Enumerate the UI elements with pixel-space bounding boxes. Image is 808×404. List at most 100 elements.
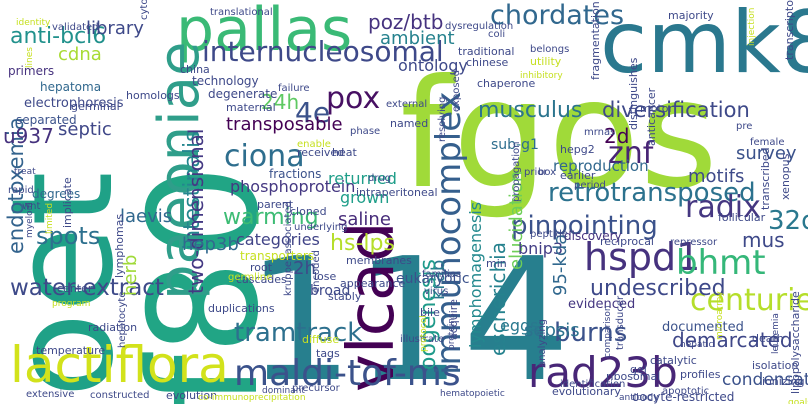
word-homologs: homologs bbox=[126, 89, 180, 102]
word-treat: treat bbox=[14, 167, 36, 177]
word-pinpointing: pinpointing bbox=[511, 211, 658, 241]
word-diffuse: diffuse bbox=[302, 333, 340, 346]
word-burns: burns bbox=[554, 318, 628, 348]
word-box: box bbox=[538, 167, 557, 178]
word-motifs: motifs bbox=[688, 166, 745, 187]
word-chinese: chinese bbox=[466, 56, 509, 69]
word-received: received bbox=[297, 146, 345, 159]
word-radiation: radiation bbox=[88, 321, 138, 334]
word-catalytic: catalytic bbox=[650, 354, 697, 367]
word-enable: enable bbox=[297, 139, 331, 150]
word-analyzing: analyzing bbox=[537, 318, 548, 367]
word-dysregulation: dysregulation bbox=[445, 21, 514, 32]
word-hep3b: hep3b bbox=[182, 234, 239, 255]
word-2h: 2h bbox=[293, 258, 316, 279]
word-bnip3: bnip3 bbox=[518, 239, 564, 258]
word-hepatoma: hepatoma bbox=[40, 80, 102, 94]
word-demarcated: demarcated bbox=[672, 328, 793, 352]
word-fgos: fgos bbox=[400, 48, 718, 222]
word-root: root bbox=[250, 261, 273, 274]
word-cmk86: cmk86 bbox=[600, 0, 808, 93]
word-virus: virus bbox=[424, 286, 449, 297]
word-intraperitoneal: intraperitoneal bbox=[356, 186, 438, 199]
word-114: 114 bbox=[246, 222, 571, 404]
word-survey: survey bbox=[736, 143, 797, 164]
word-oocyte-restricted: oocyte-restricted bbox=[632, 390, 735, 404]
word-cytotoxicity: cytotoxicity bbox=[139, 0, 150, 20]
word-identification: identification bbox=[560, 379, 626, 390]
word-min: min bbox=[486, 257, 507, 270]
word-duplications: duplications bbox=[208, 302, 275, 315]
word-goals: goals bbox=[788, 398, 808, 404]
word-pre: pre bbox=[736, 121, 753, 132]
word-degenerate: degenerate bbox=[208, 87, 278, 101]
word-library: library bbox=[86, 18, 144, 39]
word-documented: documented bbox=[662, 320, 744, 335]
word-radix: radix bbox=[685, 190, 761, 225]
word-exposed: exposed bbox=[451, 69, 462, 112]
word-belongs: belongs bbox=[530, 44, 570, 55]
word-hspd1: hspd1 bbox=[584, 235, 701, 279]
word-microarray: microarray bbox=[715, 291, 725, 340]
word-inhibitory: inhibitory bbox=[520, 71, 563, 81]
word-precursor: precursor bbox=[292, 383, 340, 394]
word-mus: mus bbox=[742, 228, 785, 252]
word-sub-g1: sub-g1 bbox=[491, 137, 539, 153]
word-xenopus: xenopus bbox=[779, 153, 792, 200]
word-spots: spots bbox=[36, 222, 101, 250]
word-condensation: condensation bbox=[722, 370, 808, 390]
word-laevis: laevis bbox=[120, 206, 173, 227]
word-profiles: profiles bbox=[680, 368, 721, 381]
word-parent: parent bbox=[257, 198, 294, 211]
word-cloned: cloned bbox=[290, 205, 327, 218]
word-comparison: comparison bbox=[603, 305, 613, 358]
word-hematopoietic: hematopoietic bbox=[440, 389, 505, 399]
word-germline: germline bbox=[228, 272, 273, 283]
word-motor: motor bbox=[640, 102, 674, 115]
word-myeloid: myeloid bbox=[25, 202, 35, 238]
word-extensive: extensive bbox=[26, 389, 75, 400]
word-chaperone: chaperone bbox=[477, 77, 536, 90]
word-constructed: constructed bbox=[90, 390, 150, 401]
word-ambient: ambient bbox=[380, 28, 455, 49]
word-translational: translational bbox=[210, 7, 273, 18]
word-grown: grown bbox=[340, 188, 390, 207]
word-24h: 24h bbox=[261, 90, 300, 114]
word-program: program bbox=[52, 299, 91, 309]
word-named: named bbox=[390, 117, 429, 130]
word-death: death bbox=[752, 332, 784, 345]
word-coli: coli bbox=[488, 29, 506, 40]
word-cdna: cdna bbox=[58, 44, 102, 65]
word-lymphomagenesis: lymphomagenesis bbox=[466, 201, 485, 348]
word-bhmt: bhmt bbox=[676, 243, 766, 283]
word-poz-btb: poz/btb bbox=[368, 10, 444, 34]
word-eukaryotic: eukaryotic bbox=[396, 271, 470, 287]
word-earlier: earlier bbox=[560, 169, 596, 182]
word-4e: 4e bbox=[295, 96, 331, 129]
word-returned: returned bbox=[328, 169, 397, 188]
word-illustrate: illustrate bbox=[400, 334, 445, 345]
word-reciprocal: reciprocal bbox=[600, 235, 654, 248]
word-chordates: chordates bbox=[490, 0, 625, 31]
word-drug: drug bbox=[368, 173, 392, 184]
word-implicate: implicate bbox=[61, 177, 74, 228]
word-transducer: transducer bbox=[615, 295, 626, 350]
word-phosphoprotein: phosphoprotein bbox=[230, 177, 356, 196]
word-tags: tags bbox=[316, 347, 340, 360]
word-tramtrack: tramtrack bbox=[234, 318, 363, 348]
word-warming: warming bbox=[223, 205, 319, 230]
word-primers: primers bbox=[8, 64, 55, 78]
word-transporters: transporters bbox=[240, 249, 315, 263]
word-membranes: membranes bbox=[346, 254, 412, 267]
word-gel: gel bbox=[630, 363, 647, 376]
word-limited: limited bbox=[45, 202, 55, 234]
word-ciona: ciona bbox=[224, 139, 305, 174]
word-resolving: resolving bbox=[437, 96, 448, 142]
word-znf: znf bbox=[608, 136, 654, 171]
word-period: period bbox=[574, 180, 606, 191]
word-propagation: propagation bbox=[511, 141, 522, 202]
word-leukemia: leukemia bbox=[771, 313, 781, 354]
word-hepg2: hepg2 bbox=[560, 143, 595, 156]
word-undescribed: undescribed bbox=[590, 276, 726, 301]
word-repressor: repressor bbox=[670, 237, 718, 248]
